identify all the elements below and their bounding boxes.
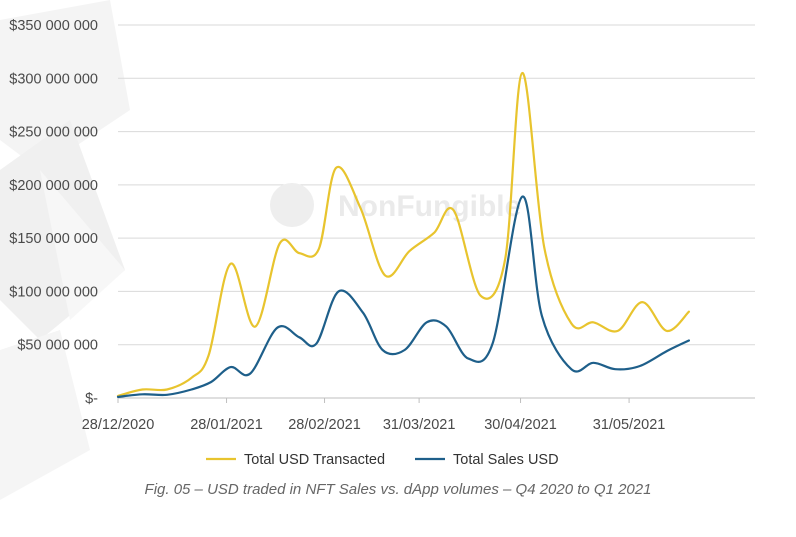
- y-tick-label: $300 000 000: [9, 71, 98, 87]
- x-axis-ticks: 28/12/2020 28/01/2021 28/02/2021 31/03/2021…: [82, 398, 666, 433]
- x-tick-label: 28/02/2021: [288, 417, 361, 433]
- series-lines: [116, 71, 690, 398]
- watermark-text: NonFungible: [338, 190, 521, 223]
- series-line-total-sales-usd: [116, 195, 690, 398]
- x-tick-label: 31/05/2021: [593, 417, 666, 433]
- y-tick-label: $250 000 000: [9, 125, 98, 141]
- y-tick-label: $50 000 000: [17, 338, 98, 354]
- y-tick-label: $150 000 000: [9, 231, 98, 247]
- nonfungible-logo-icon: [270, 183, 314, 227]
- series-line-total-usd-transacted: [116, 71, 690, 397]
- figure-caption: Fig. 05 – USD traded in NFT Sales vs. dA…: [144, 481, 652, 498]
- legend-item: Total Sales USD: [415, 452, 559, 468]
- legend-label: Total Sales USD: [453, 452, 559, 468]
- x-tick-label: 28/12/2020: [82, 417, 155, 433]
- gridlines: [118, 24, 755, 399]
- line-chart: NonFungible $- $50 000 000 $100 000 000 $15…: [9, 18, 755, 468]
- legend: Total USD Transacted Total Sales USD: [206, 452, 559, 468]
- y-axis-ticks: $- $50 000 000 $100 000 000 $150 000 000 $20…: [9, 18, 98, 407]
- x-tick-label: 28/01/2021: [190, 417, 263, 433]
- legend-label: Total USD Transacted: [244, 452, 385, 468]
- x-tick-label: 30/04/2021: [484, 417, 557, 433]
- y-tick-label: $-: [85, 391, 98, 407]
- legend-item: Total USD Transacted: [206, 452, 385, 468]
- y-tick-label: $350 000 000: [9, 18, 98, 34]
- x-tick-label: 31/03/2021: [383, 417, 456, 433]
- y-tick-label: $100 000 000: [9, 284, 98, 300]
- watermark: NonFungible: [270, 183, 521, 227]
- y-tick-label: $200 000 000: [9, 178, 98, 194]
